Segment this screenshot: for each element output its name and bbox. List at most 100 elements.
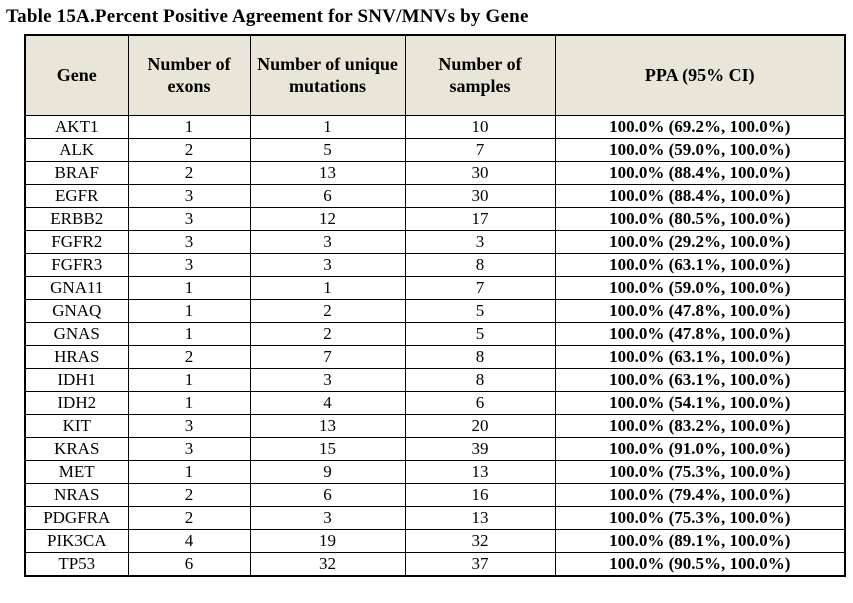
table-cell-unique_mutations: 13 [249,160,406,185]
table-row: IDH1 1 3 8 100.0% (63.1%, 100.0%) [24,367,846,392]
table-cell-unique_mutations: 1 [249,114,406,139]
column-header-ppa-ci: PPA (95% CI) [554,34,846,116]
table-cell-samples: 30 [404,160,556,185]
table-row: GNAQ 1 2 5 100.0% (47.8%, 100.0%) [24,298,846,323]
table-cell-samples: 32 [404,528,556,553]
table-cell-gene: KIT [24,413,129,438]
table-cell-exons: 2 [127,160,251,185]
table-cell-ppa: 100.0% (88.4%, 100.0%) [554,183,846,208]
table-cell-unique_mutations: 3 [249,367,406,392]
table-cell-unique_mutations: 3 [249,505,406,530]
table-cell-ppa: 100.0% (59.0%, 100.0%) [554,137,846,162]
column-header-gene: Gene [24,34,129,116]
table-cell-samples: 8 [404,252,556,277]
table-row: HRAS 2 7 8 100.0% (63.1%, 100.0%) [24,344,846,369]
table-cell-gene: MET [24,459,129,484]
table-cell-exons: 3 [127,252,251,277]
table-row: BRAF 2 13 30 100.0% (88.4%, 100.0%) [24,160,846,185]
table-cell-exons: 1 [127,390,251,415]
table-cell-unique_mutations: 15 [249,436,406,461]
table-cell-ppa: 100.0% (75.3%, 100.0%) [554,505,846,530]
table-cell-exons: 3 [127,413,251,438]
table-cell-samples: 39 [404,436,556,461]
table-cell-ppa: 100.0% (29.2%, 100.0%) [554,229,846,254]
table-cell-exons: 2 [127,137,251,162]
table-cell-exons: 3 [127,229,251,254]
table-cell-exons: 2 [127,505,251,530]
table-cell-samples: 8 [404,344,556,369]
table-cell-samples: 5 [404,321,556,346]
table-cell-ppa: 100.0% (83.2%, 100.0%) [554,413,846,438]
table-cell-ppa: 100.0% (88.4%, 100.0%) [554,160,846,185]
table-row: AKT1 1 1 10 100.0% (69.2%, 100.0%) [24,114,846,139]
column-header-number-of-exons: Number of exons [127,34,251,116]
table-row: GNAS 1 2 5 100.0% (47.8%, 100.0%) [24,321,846,346]
table-row: TP53 6 32 37 100.0% (90.5%, 100.0%) [24,551,846,576]
table-cell-ppa: 100.0% (59.0%, 100.0%) [554,275,846,300]
table-cell-gene: IDH2 [24,390,129,415]
table-cell-ppa: 100.0% (63.1%, 100.0%) [554,344,846,369]
table-cell-gene: IDH1 [24,367,129,392]
table-cell-exons: 3 [127,436,251,461]
table-cell-ppa: 100.0% (75.3%, 100.0%) [554,459,846,484]
table-row: GNA11 1 1 7 100.0% (59.0%, 100.0%) [24,275,846,300]
table-cell-gene: TP53 [24,551,129,576]
table-cell-samples: 30 [404,183,556,208]
table-cell-gene: BRAF [24,160,129,185]
table-cell-ppa: 100.0% (89.1%, 100.0%) [554,528,846,553]
table-cell-unique_mutations: 3 [249,229,406,254]
table-cell-unique_mutations: 7 [249,344,406,369]
table-cell-gene: GNA11 [24,275,129,300]
table-cell-ppa: 100.0% (47.8%, 100.0%) [554,321,846,346]
table-cell-ppa: 100.0% (47.8%, 100.0%) [554,298,846,323]
table-cell-samples: 37 [404,551,556,576]
table-cell-unique_mutations: 6 [249,482,406,507]
table-cell-exons: 4 [127,528,251,553]
table-cell-samples: 17 [404,206,556,231]
table-cell-exons: 1 [127,275,251,300]
table-cell-unique_mutations: 5 [249,137,406,162]
table-cell-exons: 1 [127,459,251,484]
table-row: NRAS 2 6 16 100.0% (79.4%, 100.0%) [24,482,846,507]
table-cell-gene: KRAS [24,436,129,461]
table-cell-samples: 20 [404,413,556,438]
table-cell-gene: NRAS [24,482,129,507]
table-cell-ppa: 100.0% (69.2%, 100.0%) [554,114,846,139]
table-cell-unique_mutations: 3 [249,252,406,277]
table-title: Table 15A.Percent Positive Agreement for… [6,6,529,27]
table-cell-gene: GNAS [24,321,129,346]
table-row: PDGFRA 2 3 13 100.0% (75.3%, 100.0%) [24,505,846,530]
table-cell-samples: 13 [404,505,556,530]
table-row: EGFR 3 6 30 100.0% (88.4%, 100.0%) [24,183,846,208]
table-cell-gene: HRAS [24,344,129,369]
table-row: ERBB2 3 12 17 100.0% (80.5%, 100.0%) [24,206,846,231]
table-cell-samples: 3 [404,229,556,254]
table-cell-ppa: 100.0% (91.0%, 100.0%) [554,436,846,461]
table-cell-gene: PIK3CA [24,528,129,553]
table-cell-unique_mutations: 2 [249,298,406,323]
table-cell-unique_mutations: 6 [249,183,406,208]
table-row: PIK3CA 4 19 32 100.0% (89.1%, 100.0%) [24,528,846,553]
table-cell-ppa: 100.0% (79.4%, 100.0%) [554,482,846,507]
table-row: KIT 3 13 20 100.0% (83.2%, 100.0%) [24,413,846,438]
table-cell-exons: 3 [127,183,251,208]
table-body: AKT1 1 1 10 100.0% (69.2%, 100.0%) ALK 2 5 7 100.… [24,114,846,576]
table-cell-samples: 6 [404,390,556,415]
table-cell-unique_mutations: 1 [249,275,406,300]
table-cell-exons: 1 [127,321,251,346]
table-cell-gene: AKT1 [24,114,129,139]
table-cell-exons: 6 [127,551,251,576]
table-cell-ppa: 100.0% (63.1%, 100.0%) [554,367,846,392]
table-cell-exons: 2 [127,482,251,507]
table-cell-ppa: 100.0% (63.1%, 100.0%) [554,252,846,277]
table-cell-exons: 2 [127,344,251,369]
table-cell-ppa: 100.0% (54.1%, 100.0%) [554,390,846,415]
table-cell-exons: 3 [127,206,251,231]
table-cell-gene: ALK [24,137,129,162]
table-cell-unique_mutations: 2 [249,321,406,346]
table-cell-samples: 16 [404,482,556,507]
column-header-number-of-unique-mutations: Number of unique mutations [249,34,406,116]
table-row: IDH2 1 4 6 100.0% (54.1%, 100.0%) [24,390,846,415]
table-cell-gene: FGFR3 [24,252,129,277]
table-cell-ppa: 100.0% (90.5%, 100.0%) [554,551,846,576]
